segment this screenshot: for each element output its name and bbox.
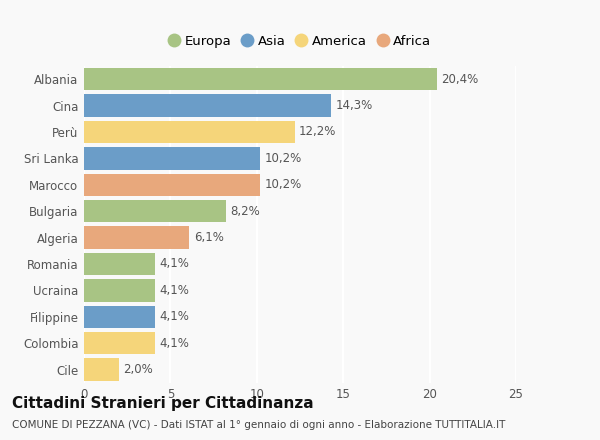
Text: 8,2%: 8,2% — [230, 205, 260, 218]
Text: 4,1%: 4,1% — [159, 284, 189, 297]
Text: 4,1%: 4,1% — [159, 257, 189, 271]
Text: 4,1%: 4,1% — [159, 337, 189, 350]
Text: 6,1%: 6,1% — [194, 231, 224, 244]
Text: 12,2%: 12,2% — [299, 125, 337, 139]
Text: 2,0%: 2,0% — [123, 363, 152, 376]
Bar — [84, 68, 437, 90]
Bar — [84, 332, 155, 355]
Text: 4,1%: 4,1% — [159, 310, 189, 323]
Bar — [84, 173, 260, 196]
Text: 10,2%: 10,2% — [265, 152, 302, 165]
Bar — [84, 253, 155, 275]
Text: Cittadini Stranieri per Cittadinanza: Cittadini Stranieri per Cittadinanza — [12, 396, 314, 411]
Bar — [84, 94, 331, 117]
Bar — [84, 305, 155, 328]
Text: 10,2%: 10,2% — [265, 178, 302, 191]
Bar — [84, 358, 119, 381]
Legend: Europa, Asia, America, Africa: Europa, Asia, America, Africa — [163, 29, 437, 53]
Bar — [84, 147, 260, 169]
Text: COMUNE DI PEZZANA (VC) - Dati ISTAT al 1° gennaio di ogni anno - Elaborazione TU: COMUNE DI PEZZANA (VC) - Dati ISTAT al 1… — [12, 420, 505, 430]
Bar — [84, 279, 155, 302]
Bar — [84, 121, 295, 143]
Text: 20,4%: 20,4% — [441, 73, 478, 86]
Bar — [84, 200, 226, 222]
Text: 14,3%: 14,3% — [335, 99, 373, 112]
Bar — [84, 226, 190, 249]
